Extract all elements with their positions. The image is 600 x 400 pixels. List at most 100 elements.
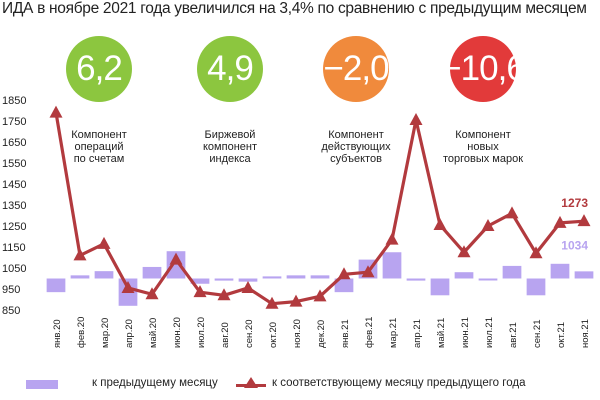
indicator-label-line: индекса xyxy=(209,153,251,165)
line-point xyxy=(553,215,567,228)
legend-triangle-marker-icon xyxy=(244,377,258,388)
indicator-label-line: компонент xyxy=(203,141,257,153)
indicator-label-line: торговых марок xyxy=(442,153,524,165)
bar xyxy=(142,266,162,279)
chart-title: ИДА в ноябре 2021 года увеличился на 3,4… xyxy=(2,0,587,17)
indicator-label-line: по счетам xyxy=(73,153,125,165)
line-point xyxy=(529,246,543,259)
x-tick-label: фев.21 xyxy=(364,317,375,348)
bar xyxy=(526,278,546,296)
line-point xyxy=(409,112,423,125)
bar xyxy=(430,278,450,296)
x-tick-label: авг.21 xyxy=(508,322,519,348)
line-point xyxy=(217,288,231,301)
line-point xyxy=(313,289,327,302)
line-point xyxy=(265,296,279,309)
x-tick-label: май.21 xyxy=(436,318,447,348)
bar xyxy=(190,278,210,284)
bar xyxy=(46,278,66,293)
line-point xyxy=(73,248,87,261)
data-label: 1034 xyxy=(561,238,588,252)
indicator-label-entities: Компонент действующих субъектов xyxy=(306,129,406,165)
indicator-label-accounts: Компонент операций по счетам xyxy=(49,129,149,165)
x-tick-label: июн.21 xyxy=(460,317,471,348)
x-tick-label: дек.20 xyxy=(316,320,327,348)
indicator-label-exchange: Биржевой компонент индекса xyxy=(180,129,280,165)
legend-bar-swatch xyxy=(26,380,58,389)
bar xyxy=(334,278,354,293)
y-tick-label: 1650 xyxy=(2,137,26,149)
y-tick-label: 1250 xyxy=(2,221,26,233)
x-tick-label: апр.21 xyxy=(412,319,423,348)
indicator-label-line: новых xyxy=(467,141,499,153)
bar xyxy=(406,278,426,281)
y-tick-label: 1350 xyxy=(2,200,26,212)
bar xyxy=(382,252,402,279)
legend-bar-label: к предыдущему месяцу xyxy=(92,377,218,389)
y-tick-label: 950 xyxy=(2,284,20,296)
indicator-label-line: Биржевой xyxy=(204,129,256,141)
x-tick-label: мар.20 xyxy=(100,318,111,348)
x-tick-label: мар.21 xyxy=(388,318,399,348)
line-point xyxy=(481,219,495,231)
x-tick-label: сен.21 xyxy=(532,320,543,349)
line-point xyxy=(433,217,447,230)
indicator-circle-exchange: 4,9 xyxy=(197,36,263,102)
line-point xyxy=(121,280,135,293)
bar xyxy=(70,275,90,279)
x-tick-label: май.20 xyxy=(148,318,159,348)
x-tick-label: июл.21 xyxy=(484,317,495,348)
indicator-label-line: операций xyxy=(74,141,124,153)
x-tick-label: янв.21 xyxy=(340,319,351,348)
line-point xyxy=(337,267,351,280)
y-tick-label: 1150 xyxy=(2,242,26,254)
indicator-value: −2,0 xyxy=(323,49,389,88)
bar xyxy=(310,275,330,279)
bar xyxy=(262,276,282,279)
bar xyxy=(94,271,114,279)
x-tick-label: окт.21 xyxy=(556,322,567,348)
indicator-label-line: субъектов xyxy=(330,153,382,165)
line-point xyxy=(169,252,183,265)
indicator-label-line: Компонент xyxy=(71,129,127,141)
bar xyxy=(550,263,570,279)
x-tick-label: сен.20 xyxy=(244,320,255,349)
indicator-circle-accounts: 6,2 xyxy=(66,36,132,102)
bar xyxy=(502,265,522,279)
x-tick-label: окт.20 xyxy=(268,322,279,348)
legend: к предыдущему месяцу к соответствующему … xyxy=(0,374,600,398)
line-point xyxy=(577,214,591,227)
bar xyxy=(478,278,498,281)
bar xyxy=(166,251,186,279)
x-tick-label: авг.20 xyxy=(220,322,231,348)
bar xyxy=(454,272,474,279)
bar xyxy=(286,275,306,279)
bar xyxy=(238,278,258,282)
y-tick-label: 1750 xyxy=(2,116,26,128)
line-point xyxy=(241,280,255,293)
indicator-label-line: Компонент xyxy=(455,129,511,141)
bar xyxy=(214,278,234,281)
indicator-value: 4,9 xyxy=(207,49,254,88)
line-point xyxy=(97,236,111,249)
y-tick-label: 850 xyxy=(2,305,20,317)
legend-line-label: к соответствующему месяцу предыдущего го… xyxy=(272,377,526,389)
line-point xyxy=(505,206,519,219)
indicator-circle-trademarks: −10,6 xyxy=(441,36,526,102)
indicator-circle-entities: −2,0 xyxy=(323,36,390,102)
x-tick-label: янв.20 xyxy=(52,319,63,348)
indicator-label-trademarks: Компонент новых торговых марок xyxy=(433,129,533,165)
bar xyxy=(574,271,594,279)
x-tick-label: июл.20 xyxy=(196,317,207,348)
x-tick-label: апр.20 xyxy=(124,319,135,348)
line-point xyxy=(361,265,375,278)
line-point xyxy=(193,285,207,298)
indicator-value: 6,2 xyxy=(76,49,123,88)
x-tick-label: ноя.21 xyxy=(580,319,591,348)
y-tick-label: 1850 xyxy=(2,95,26,107)
indicator-value: −10,6 xyxy=(441,49,526,88)
line-point xyxy=(289,294,303,307)
line-point xyxy=(145,287,159,300)
x-tick-label: июн.20 xyxy=(172,317,183,348)
